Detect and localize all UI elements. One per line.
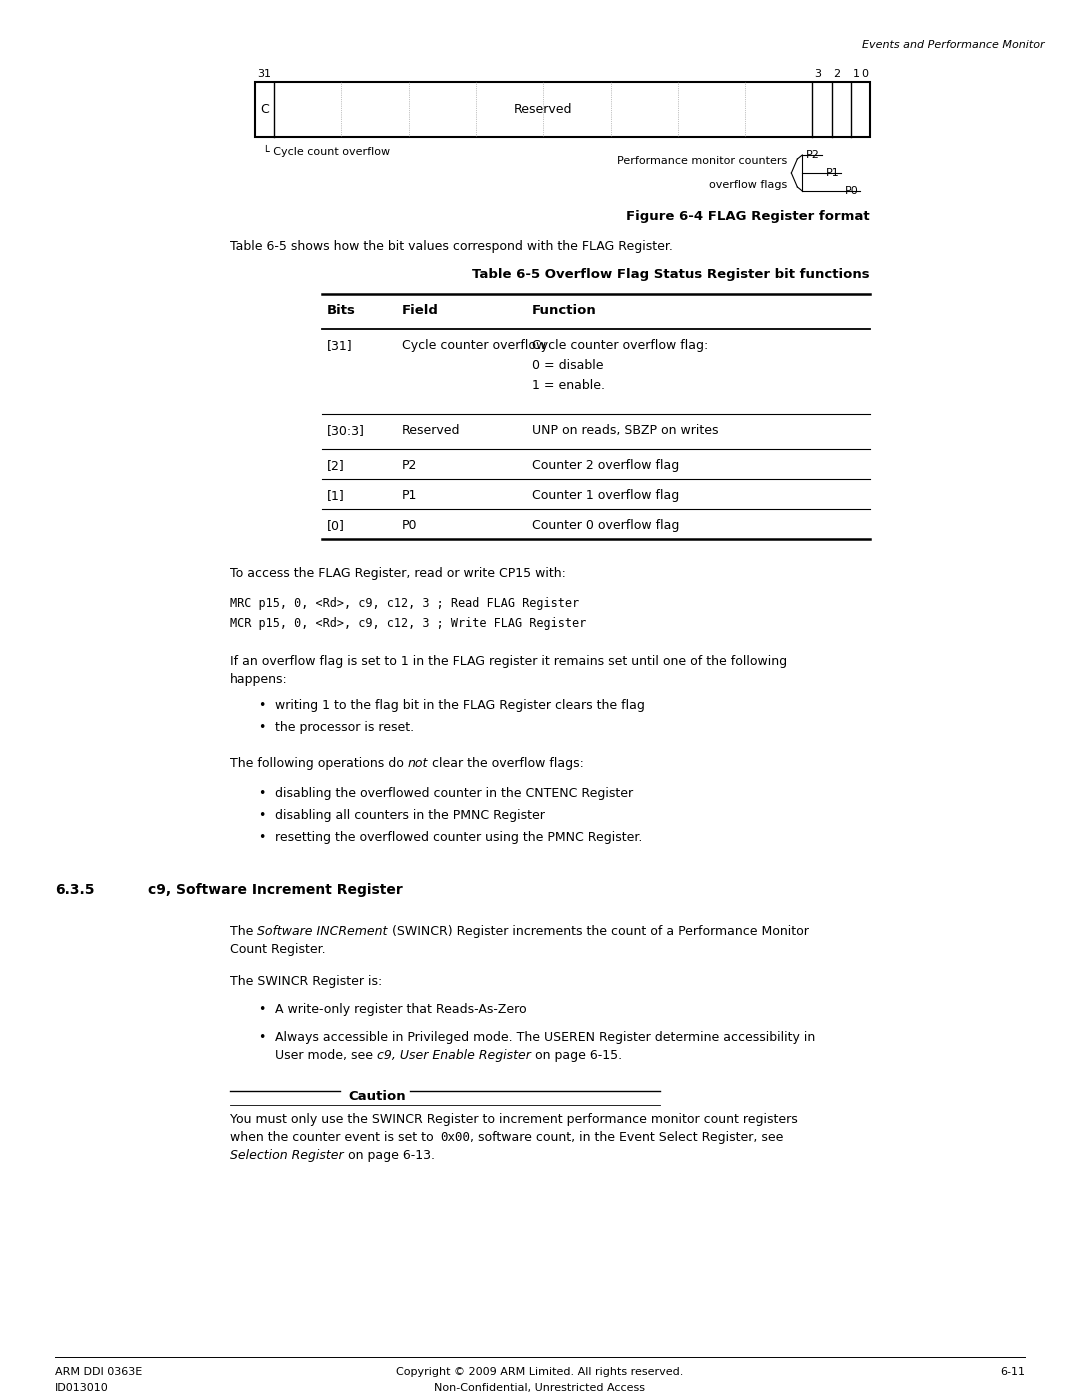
Text: •: • [258,787,266,800]
Text: Caution: Caution [348,1091,406,1104]
Text: on page 6-13.: on page 6-13. [343,1148,434,1162]
Text: 0x00: 0x00 [440,1132,470,1144]
Text: 0 = disable: 0 = disable [532,359,604,372]
Text: Cycle counter overflow flag:: Cycle counter overflow flag: [532,339,708,352]
Text: (SWINCR) Register increments the count of a Performance Monitor: (SWINCR) Register increments the count o… [388,925,809,937]
Text: MRC p15, 0, <Rd>, c9, c12, 3 ; Read FLAG Register: MRC p15, 0, <Rd>, c9, c12, 3 ; Read FLAG… [230,597,579,610]
Text: , software count, in the Event Select Register, see: , software count, in the Event Select Re… [470,1132,787,1144]
Text: You must only use the SWINCR Register to increment performance monitor count reg: You must only use the SWINCR Register to… [230,1113,798,1126]
Text: Reserved: Reserved [402,425,460,437]
Text: Count Register.: Count Register. [230,943,326,956]
Text: on page 6-15.: on page 6-15. [531,1049,622,1062]
Text: 2: 2 [834,68,840,80]
Text: [0]: [0] [327,520,345,532]
Text: c9, Software Increment Register: c9, Software Increment Register [148,883,403,897]
Text: The SWINCR Register is:: The SWINCR Register is: [230,975,382,988]
Text: when the counter event is set to: when the counter event is set to [230,1132,437,1144]
Text: Figure 6-4 FLAG Register format: Figure 6-4 FLAG Register format [626,210,870,224]
Text: Counter 0 overflow flag: Counter 0 overflow flag [532,520,679,532]
Text: A write-only register that Reads-As-Zero: A write-only register that Reads-As-Zero [275,1003,527,1016]
Text: P0: P0 [845,186,859,196]
Text: P2: P2 [402,460,417,472]
Text: The following operations do: The following operations do [230,757,408,770]
Text: Events and Performance Monitor: Events and Performance Monitor [862,41,1045,50]
Text: The: The [230,925,257,937]
Text: overflow flags: overflow flags [710,180,787,190]
Text: P2: P2 [806,149,820,161]
Text: UNP on reads, SBZP on writes: UNP on reads, SBZP on writes [532,425,718,437]
Text: To access the FLAG Register, read or write CP15 with:: To access the FLAG Register, read or wri… [230,567,566,580]
Text: resetting the overflowed counter using the PMNC Register.: resetting the overflowed counter using t… [275,831,643,844]
Text: P0: P0 [402,520,418,532]
Text: ARM DDI 0363E: ARM DDI 0363E [55,1368,143,1377]
Text: └ Cycle count overflow: └ Cycle count overflow [264,145,390,156]
Text: Selection Register: Selection Register [230,1148,343,1162]
Text: Table 6-5 shows how the bit values correspond with the FLAG Register.: Table 6-5 shows how the bit values corre… [230,240,673,253]
Text: •: • [258,1003,266,1016]
Text: C: C [260,103,269,116]
Text: 0: 0 [861,68,868,80]
Text: 6.3.5: 6.3.5 [55,883,95,897]
Text: Copyright © 2009 ARM Limited. All rights reserved.: Copyright © 2009 ARM Limited. All rights… [396,1368,684,1377]
Text: 31: 31 [257,68,271,80]
Text: 1: 1 [853,68,860,80]
Text: the processor is reset.: the processor is reset. [275,721,414,733]
Text: P1: P1 [825,168,839,177]
Text: Field: Field [402,305,438,317]
Text: •: • [258,1031,266,1044]
Text: Function: Function [532,305,597,317]
Text: Counter 2 overflow flag: Counter 2 overflow flag [532,460,679,472]
Text: Counter 1 overflow flag: Counter 1 overflow flag [532,489,679,502]
Text: If an overflow flag is set to 1 in the FLAG register it remains set until one of: If an overflow flag is set to 1 in the F… [230,655,787,668]
Text: Performance monitor counters: Performance monitor counters [617,156,787,166]
Text: [31]: [31] [327,339,353,352]
Bar [255,82,870,137]
Text: 6-11: 6-11 [1000,1368,1025,1377]
Text: •: • [258,721,266,733]
Text: disabling all counters in the PMNC Register: disabling all counters in the PMNC Regis… [275,809,545,821]
Text: User mode, see: User mode, see [275,1049,377,1062]
Text: ID013010: ID013010 [55,1383,109,1393]
Text: •: • [258,698,266,712]
Text: •: • [258,831,266,844]
Text: 1 = enable.: 1 = enable. [532,379,605,393]
Text: disabling the overflowed counter in the CNTENC Register: disabling the overflowed counter in the … [275,787,633,800]
Text: Non-Confidential, Unrestricted Access: Non-Confidential, Unrestricted Access [434,1383,646,1393]
Text: Reserved: Reserved [514,103,572,116]
Text: c9, User Enable Register: c9, User Enable Register [377,1049,531,1062]
Text: •: • [258,809,266,821]
Text: Always accessible in Privileged mode. The USEREN Register determine accessibilit: Always accessible in Privileged mode. Th… [275,1031,815,1044]
Text: [30:3]: [30:3] [327,425,365,437]
Text: not: not [408,757,429,770]
Text: Software INCRement: Software INCRement [257,925,388,937]
Text: clear the overflow flags:: clear the overflow flags: [429,757,584,770]
Text: Bits: Bits [327,305,356,317]
Text: writing 1 to the flag bit in the FLAG Register clears the flag: writing 1 to the flag bit in the FLAG Re… [275,698,645,712]
Text: MCR p15, 0, <Rd>, c9, c12, 3 ; Write FLAG Register: MCR p15, 0, <Rd>, c9, c12, 3 ; Write FLA… [230,617,586,630]
Text: P1: P1 [402,489,417,502]
Text: [1]: [1] [327,489,345,502]
Text: 3: 3 [814,68,822,80]
Text: Table 6-5 Overflow Flag Status Register bit functions: Table 6-5 Overflow Flag Status Register … [472,268,870,281]
Text: Cycle counter overflow: Cycle counter overflow [402,339,546,352]
Text: [2]: [2] [327,460,345,472]
Text: happens:: happens: [230,673,287,686]
